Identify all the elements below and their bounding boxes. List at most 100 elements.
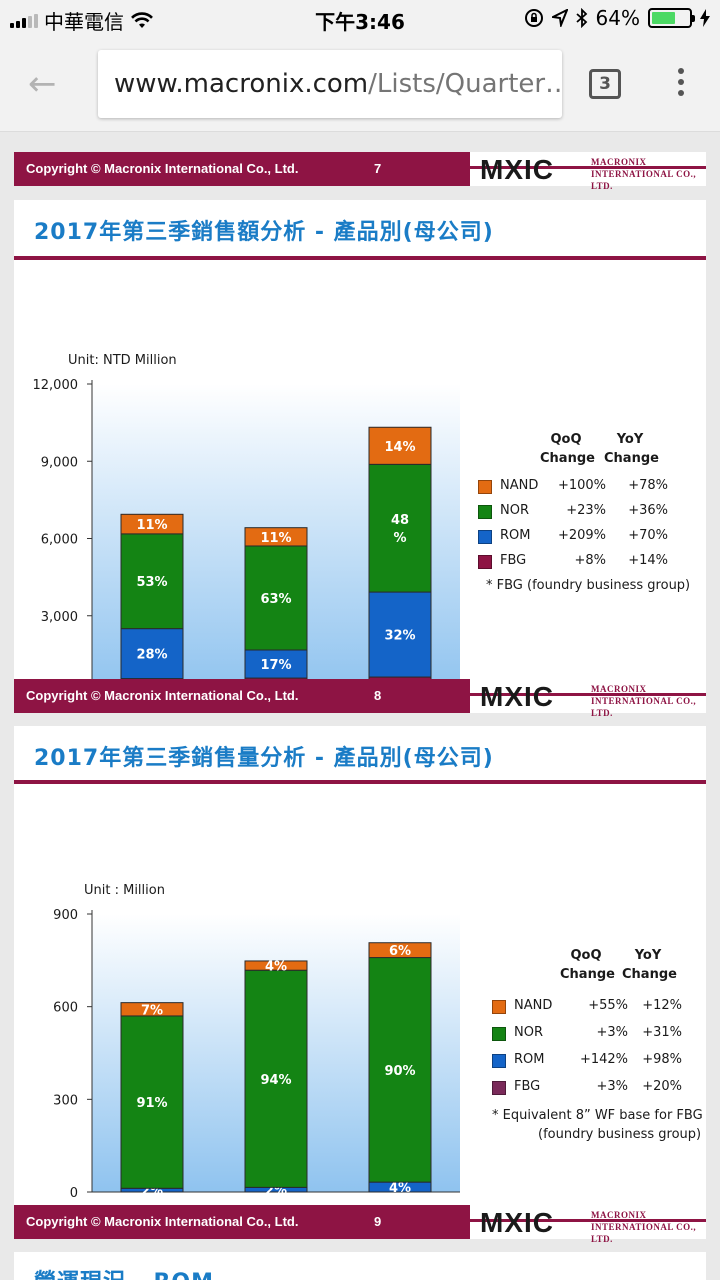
y-tick-label: 600 — [53, 1001, 78, 1016]
chart-legend: QoQ Change YoY Change NAND +55% +12% NOR +3% +3… — [492, 946, 706, 1176]
data-label: 11% — [136, 518, 167, 533]
legend-qoq-value: +142% — [579, 1052, 628, 1067]
legend-yoy-value: +31% — [642, 1025, 682, 1040]
y-tick-label: 9,000 — [41, 455, 78, 470]
back-arrow-icon[interactable]: ← — [28, 64, 57, 104]
legend-footnote: * FBG (foundry business group) — [486, 578, 691, 593]
data-label: 63% — [260, 592, 291, 607]
legend-qoq-value: +209% — [557, 528, 606, 543]
corp-line-2: INTERNATIONAL CO., LTD. — [591, 696, 697, 718]
bar-segment-nor — [120, 533, 184, 630]
legend-row-fbg: FBG +3% +20% — [492, 1079, 712, 1099]
legend-swatch — [478, 480, 492, 494]
copyright-text: Copyright © Macronix International Co., … — [26, 688, 299, 703]
page-content[interactable]: Copyright © Macronix International Co., … — [0, 132, 720, 1280]
data-label: 7% — [141, 1003, 163, 1018]
legend-series-name: NAND — [500, 478, 539, 493]
legend-qoq-value: +8% — [574, 553, 606, 568]
bar-segment-nand — [368, 426, 432, 465]
corp-line-1: MACRONIX — [591, 157, 647, 167]
title-divider — [14, 256, 706, 260]
legend-series-name: FBG — [500, 553, 527, 568]
bar-segment-nor — [368, 957, 432, 1183]
legend-header-qoq: QoQ Change — [540, 432, 595, 466]
legend-series-name: ROM — [500, 528, 531, 543]
legend-yoy-value: +36% — [628, 503, 668, 518]
rotation-lock-icon — [524, 9, 543, 27]
macronix-corp-name: MACRONIX INTERNATIONAL CO., LTD. — [591, 683, 706, 719]
copyright-text: Copyright © Macronix International Co., … — [26, 1214, 299, 1229]
legend-swatch — [492, 1027, 506, 1041]
legend-qoq-value: +3% — [596, 1025, 628, 1040]
logo-text: MXIC — [480, 1207, 554, 1238]
legend-swatch — [478, 505, 492, 519]
mxic-logo: MXIC — [480, 1208, 554, 1238]
tab-switcher-button[interactable]: 3 — [589, 69, 621, 99]
legend-swatch — [492, 1081, 506, 1095]
legend-series-name: ROM — [514, 1052, 545, 1067]
copyright-bar: Copyright © Macronix International Co., … — [14, 1205, 470, 1239]
legend-row-nor: NOR +23% +36% — [478, 503, 698, 523]
slide-8: 2017年第三季銷售額分析 - 產品別(母公司) Unit: NTD Milli… — [14, 200, 706, 713]
legend-yoy-value: +78% — [628, 478, 668, 493]
status-right: 64% — [524, 6, 710, 30]
title-divider — [14, 780, 706, 784]
address-bar[interactable]: www.macronix.com/Lists/Quarter… — [98, 50, 562, 118]
data-label: 14% — [384, 440, 415, 455]
legend-header-qoq: QoQ Change — [560, 948, 615, 982]
legend-series-name: NOR — [500, 503, 529, 518]
sales-revenue-chart: Unit: NTD Million03,0006,0009,00012,0008… — [33, 353, 460, 680]
legend-qoq-value: +3% — [596, 1079, 628, 1094]
data-label: 53% — [136, 575, 167, 590]
unit-label: Unit : Million — [84, 883, 165, 898]
slide-footer: Copyright © Macronix International Co., … — [14, 679, 706, 718]
url-domain: www.macronix.com — [114, 69, 369, 99]
signal-strength-icon — [10, 13, 38, 28]
legend-row-nand: NAND +100% +78% — [478, 478, 698, 498]
legend-header-yoy: YoY Change — [622, 948, 677, 982]
legend-swatch — [478, 555, 492, 569]
charging-icon — [700, 9, 710, 27]
legend-footnote: * Equivalent 8” WF base for FBG — [492, 1108, 703, 1123]
clock: 下午3:46 — [315, 10, 405, 34]
legend-yoy-value: +14% — [628, 553, 668, 568]
legend-yoy-value: +98% — [642, 1052, 682, 1067]
legend-row-fbg: FBG +8% +14% — [478, 553, 698, 573]
browser-toolbar: ← www.macronix.com/Lists/Quarter… 3 — [0, 36, 720, 132]
bar-segment-nand — [244, 527, 308, 547]
slide-page-number: 8 — [374, 688, 382, 703]
logo-text: MXIC — [480, 154, 554, 185]
bar-segment-nor — [244, 545, 308, 651]
legend-row-nand: NAND +55% +12% — [492, 998, 712, 1018]
unit-label: Unit: NTD Million — [68, 353, 177, 368]
y-tick-label: 3,000 — [41, 610, 78, 625]
legend-series-name: FBG — [514, 1079, 541, 1094]
bar-segment-nand — [120, 513, 184, 535]
data-label: 28% — [136, 648, 167, 663]
legend-qoq-value: +55% — [588, 998, 628, 1013]
slide-10: 營運現況 - ROM — [14, 1252, 706, 1280]
slide-9: 2017年第三季銷售量分析 - 產品別(母公司) Unit : Million 0… — [14, 726, 706, 1239]
legend-row-rom: ROM +142% +98% — [492, 1052, 712, 1072]
y-tick-label: 0 — [70, 1186, 78, 1201]
copyright-bar: Copyright © Macronix International Co., … — [14, 152, 470, 186]
status-bar: 中華電信 下午3:46 64% — [0, 0, 720, 36]
legend-swatch — [492, 1000, 506, 1014]
mxic-logo: MXIC — [480, 682, 554, 712]
copyright-text: Copyright © Macronix International Co., … — [26, 161, 299, 176]
bar-segment-nand — [120, 1002, 184, 1017]
legend-row-nor: NOR +3% +31% — [492, 1025, 712, 1045]
battery-icon — [648, 8, 695, 28]
overflow-menu-icon[interactable] — [678, 68, 686, 96]
copyright-bar: Copyright © Macronix International Co., … — [14, 679, 470, 713]
slide-page-number: 9 — [374, 1214, 382, 1229]
legend-swatch — [492, 1054, 506, 1068]
slide-title: 2017年第三季銷售額分析 - 產品別(母公司) — [34, 220, 494, 245]
data-label: 6% — [389, 944, 411, 959]
macronix-corp-name: MACRONIX INTERNATIONAL CO., LTD. — [591, 156, 706, 192]
bar-segment-nor — [368, 463, 432, 593]
y-tick-label: 6,000 — [41, 533, 78, 548]
bar-segment-nor — [244, 969, 308, 1188]
data-label: 17% — [260, 658, 291, 673]
url-path: /Lists/Quarter… — [368, 69, 562, 99]
